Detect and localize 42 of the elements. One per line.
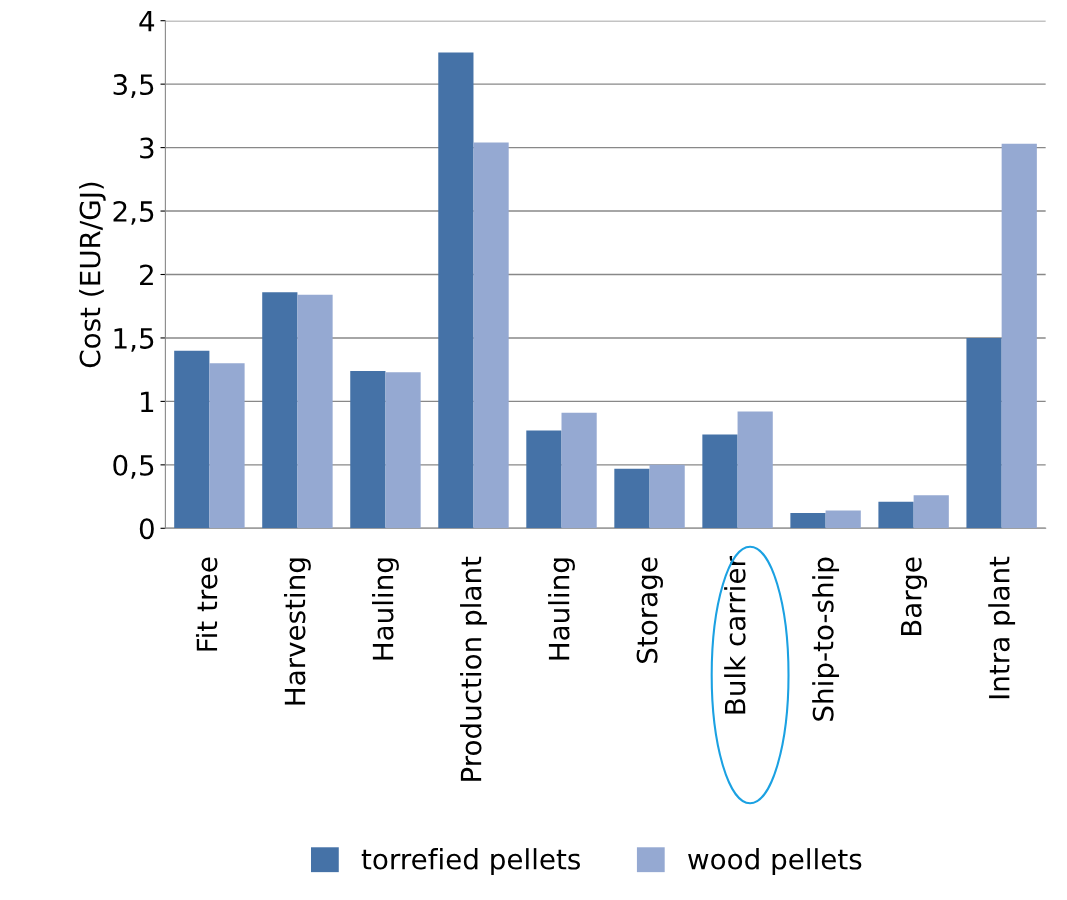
x-tick-label: Bulk carrier bbox=[724, 556, 746, 714]
bar bbox=[614, 468, 650, 529]
x-tick-label: Harvesting bbox=[283, 558, 311, 705]
bar bbox=[297, 294, 333, 529]
y-tick-label: 4 bbox=[139, 11, 155, 32]
y-tick-label: 3,5 bbox=[113, 74, 154, 98]
bar bbox=[209, 363, 245, 529]
x-tick-label: Intra plant bbox=[988, 556, 1016, 699]
bar bbox=[526, 430, 562, 529]
x-tick-label: Hauling bbox=[372, 558, 399, 660]
bar bbox=[350, 370, 386, 529]
bar bbox=[825, 510, 861, 529]
legend-label: wood pellets bbox=[688, 848, 862, 875]
bar bbox=[561, 412, 597, 529]
bar bbox=[790, 513, 826, 529]
bar bbox=[913, 495, 949, 529]
y-tick-label: 0,5 bbox=[113, 454, 154, 479]
bar bbox=[438, 52, 474, 529]
bar bbox=[702, 434, 738, 529]
bar bbox=[878, 501, 914, 529]
x-tick-label: Fit tree bbox=[195, 557, 218, 651]
x-tick-label: Production plant bbox=[460, 556, 487, 781]
x-tick-label: Ship-to-ship bbox=[812, 557, 840, 721]
y-tick-label: 2,5 bbox=[113, 200, 154, 225]
bar bbox=[174, 350, 210, 529]
bar bbox=[473, 142, 509, 529]
y-tick-label: 1 bbox=[141, 391, 154, 412]
x-tick-label: Hauling bbox=[548, 558, 575, 660]
bar bbox=[262, 292, 298, 529]
y-tick-label: 2 bbox=[140, 264, 153, 286]
bar bbox=[1001, 143, 1037, 529]
bar bbox=[649, 464, 685, 529]
bar bbox=[385, 372, 421, 529]
legend-label: torrefied pellets bbox=[361, 848, 580, 875]
bar bbox=[966, 337, 1002, 529]
y-tick-label: 1,5 bbox=[114, 328, 154, 352]
x-tick-label: Storage bbox=[636, 557, 663, 663]
bar bbox=[737, 411, 773, 529]
x-tick-label: Barge bbox=[901, 557, 928, 636]
y-tick-label: 0 bbox=[139, 518, 154, 540]
y-tick-label: 3 bbox=[140, 137, 154, 159]
y-axis-title: Cost (EUR/GJ) bbox=[79, 182, 106, 368]
